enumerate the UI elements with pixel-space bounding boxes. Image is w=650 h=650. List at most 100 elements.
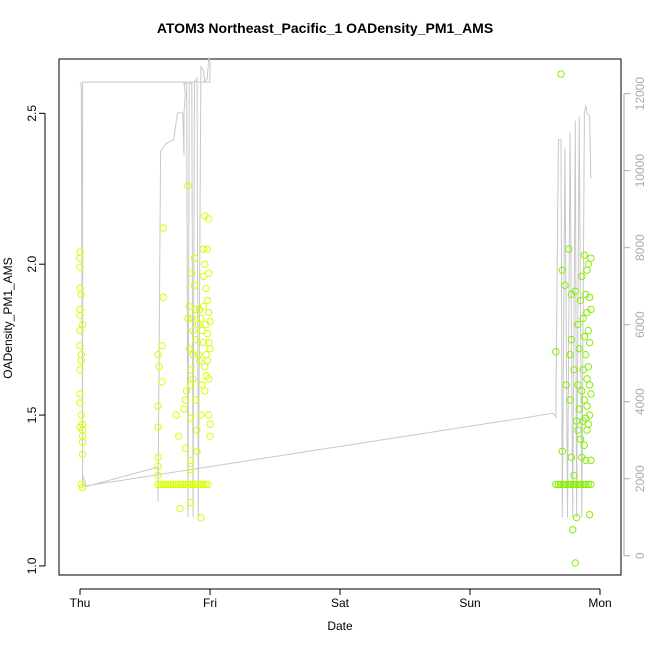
data-point <box>565 245 573 253</box>
data-point <box>574 480 582 489</box>
data-point <box>584 363 592 371</box>
data-point <box>552 348 560 356</box>
data-point <box>78 320 87 329</box>
data-point <box>569 480 577 489</box>
y-tick-label: 1.0 <box>25 557 39 574</box>
data-point <box>193 447 201 455</box>
data-point <box>186 366 195 374</box>
data-point <box>205 411 213 419</box>
data-point <box>577 480 585 489</box>
data-point <box>582 351 590 359</box>
data-point <box>205 215 213 223</box>
data-point <box>154 351 162 359</box>
data-point <box>582 456 590 465</box>
data-point <box>205 269 213 277</box>
data-point <box>201 387 209 395</box>
data-point <box>154 462 162 471</box>
data-point <box>572 513 581 522</box>
data-point <box>585 510 594 519</box>
data-point <box>78 450 87 458</box>
data-point <box>192 335 200 344</box>
data-point <box>189 375 197 383</box>
data-point <box>78 483 87 492</box>
y2-tick-label: 0 <box>633 552 647 559</box>
data-point <box>585 293 594 302</box>
data-point <box>575 344 583 353</box>
x-tick-label: Fri <box>203 596 217 610</box>
data-point <box>193 426 201 434</box>
data-point <box>199 338 208 347</box>
data-point <box>159 293 167 302</box>
data-point <box>574 426 582 434</box>
data-point <box>559 480 567 489</box>
data-point <box>169 480 177 489</box>
data-point <box>578 272 586 280</box>
data-point <box>76 254 84 262</box>
data-point <box>587 456 595 465</box>
y2-tick-label: 4000 <box>633 388 647 415</box>
data-point <box>564 480 572 489</box>
data-point <box>583 402 591 410</box>
data-point <box>185 302 193 311</box>
data-point <box>77 357 86 365</box>
y-tick-label: 2.5 <box>25 105 39 122</box>
y2-tick-label: 6000 <box>633 311 647 338</box>
data-point <box>190 281 199 290</box>
data-point <box>587 305 595 314</box>
data-point <box>585 338 594 347</box>
data-point <box>76 326 84 335</box>
data-point <box>186 480 195 489</box>
data-point <box>195 357 204 365</box>
y2-tick-label: 10000 <box>633 154 647 188</box>
y2-tick-label: 12000 <box>633 77 647 111</box>
x-tick-label: Thu <box>70 596 91 610</box>
data-point <box>76 366 84 374</box>
data-point <box>158 378 166 386</box>
data-point <box>201 480 210 489</box>
data-point <box>570 471 578 480</box>
data-point <box>176 480 185 489</box>
data-point <box>154 423 162 431</box>
data-point <box>159 480 167 489</box>
data-point <box>583 266 591 274</box>
data-point <box>181 444 190 452</box>
data-point <box>197 513 205 522</box>
data-point <box>552 480 560 489</box>
data-point <box>154 471 162 480</box>
data-point <box>584 326 592 335</box>
data-point <box>199 480 207 489</box>
data-point <box>76 399 84 407</box>
data-point <box>197 314 205 323</box>
data-point <box>582 480 590 489</box>
data-point <box>571 287 579 296</box>
data-point <box>188 314 196 323</box>
data-point <box>584 420 592 428</box>
data-point <box>189 480 197 489</box>
data-point <box>186 381 195 389</box>
x-axis-label: Date <box>327 619 353 633</box>
data-point <box>580 396 589 404</box>
data-point <box>155 363 164 371</box>
data-point <box>205 375 213 383</box>
data-point <box>194 480 202 489</box>
data-point <box>176 504 184 513</box>
data-point <box>574 381 582 389</box>
data-point <box>203 329 212 338</box>
data-point <box>180 405 188 413</box>
data-point <box>77 351 86 359</box>
y-tick-label: 2.0 <box>25 256 39 273</box>
data-point <box>205 308 213 317</box>
data-point <box>566 351 574 359</box>
data-point <box>576 296 585 305</box>
data-point <box>576 435 585 443</box>
data-point <box>572 480 580 489</box>
x-tick-label: Sun <box>459 596 480 610</box>
data-point <box>189 351 197 359</box>
data-point <box>76 311 84 320</box>
data-point <box>199 245 208 253</box>
data-point <box>583 426 591 434</box>
data-point <box>156 480 165 489</box>
data-point <box>184 182 192 190</box>
data-point <box>196 480 205 489</box>
